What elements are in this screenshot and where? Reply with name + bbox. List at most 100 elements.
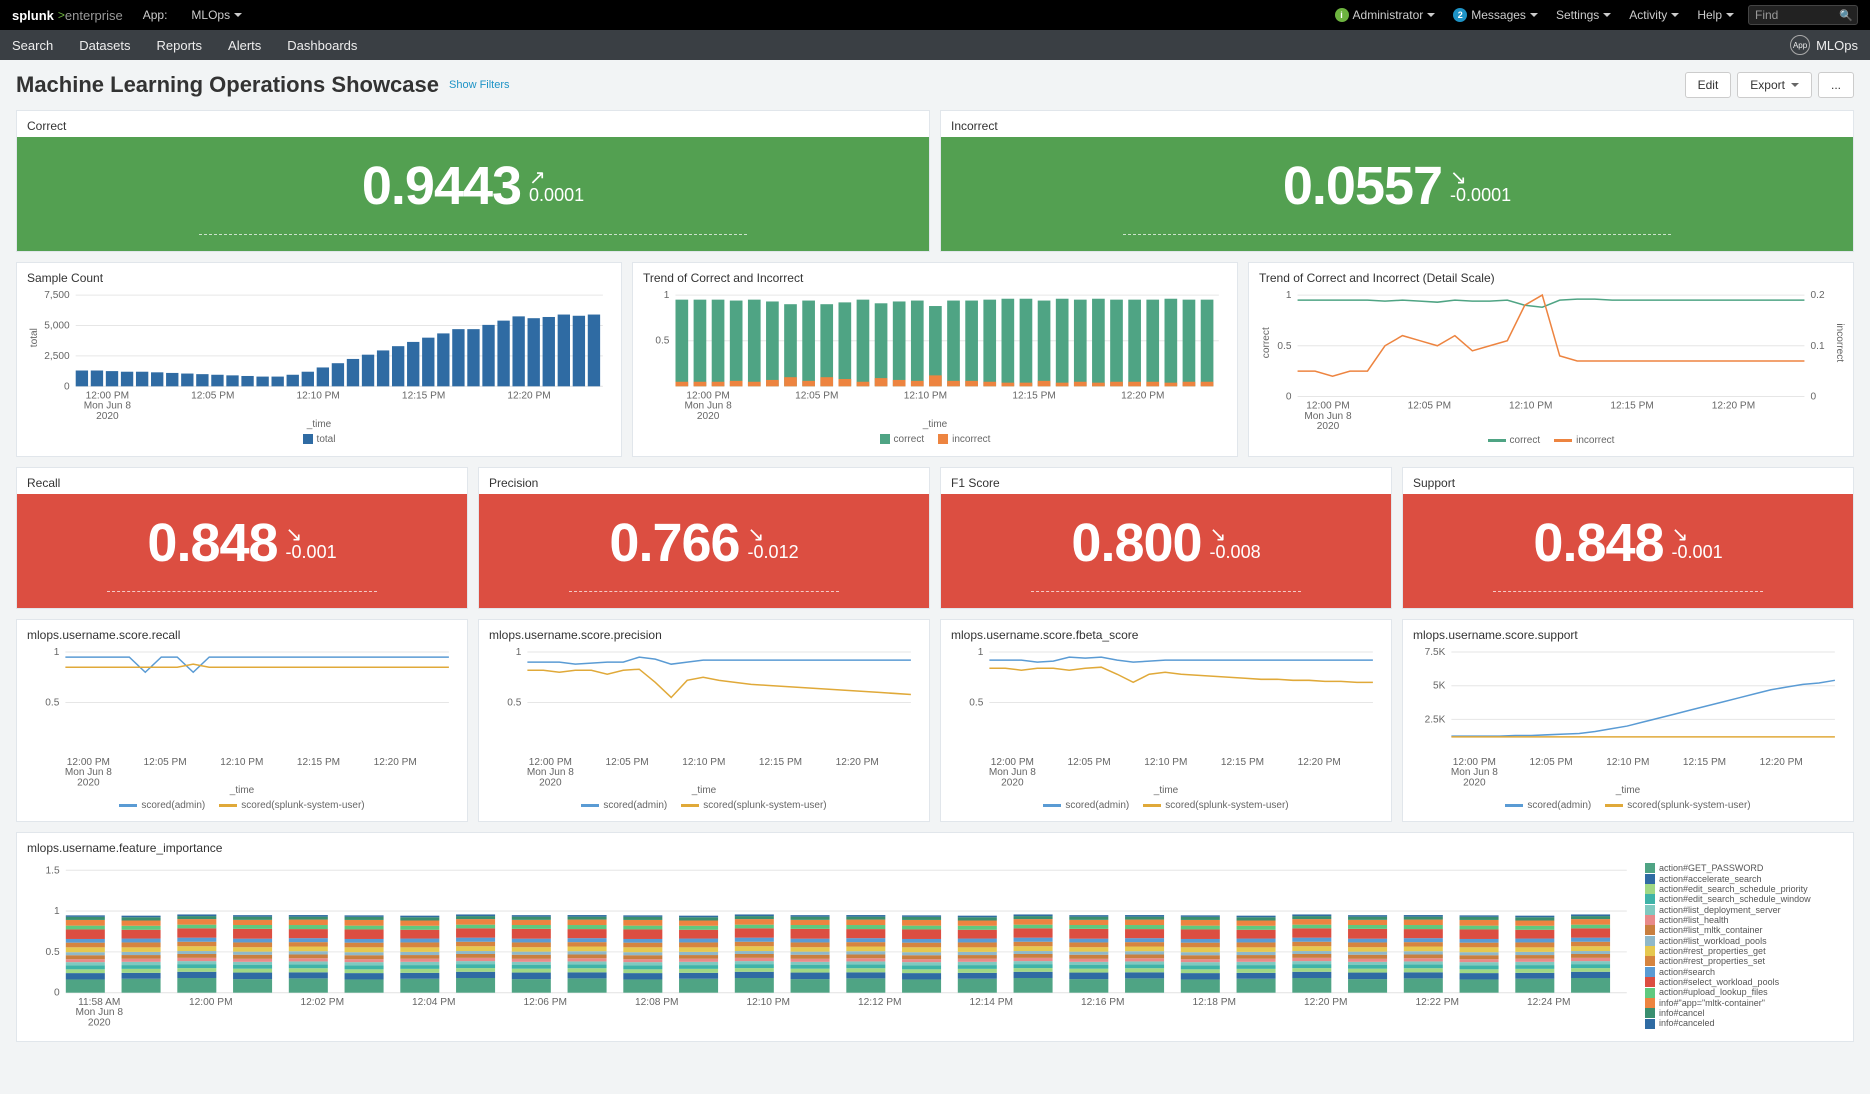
panel-title: mlops.username.score.fbeta_score <box>941 620 1391 646</box>
svg-text:0.5: 0.5 <box>45 697 59 708</box>
svg-text:5K: 5K <box>1433 681 1446 692</box>
global-topbar: splunk >enterprise App: MLOps iAdministra… <box>0 0 1870 30</box>
panel-title: mlops.username.score.precision <box>479 620 929 646</box>
svg-text:12:06 PM: 12:06 PM <box>523 997 567 1008</box>
panel-small-1: mlops.username.score.precision0.5112:00 … <box>478 619 930 822</box>
nav-datasets[interactable]: Datasets <box>79 38 130 53</box>
panel-f1: F1 Score 0.800↘-0.008 <box>940 467 1392 609</box>
settings-menu[interactable]: Settings <box>1556 8 1611 22</box>
panel-small-3: mlops.username.score.support2.5K5K7.5K12… <box>1402 619 1854 822</box>
svg-text:12:15 PM: 12:15 PM <box>1610 401 1653 412</box>
app-label: App: <box>143 8 168 22</box>
svg-text:0: 0 <box>64 381 70 392</box>
svg-text:12:15 PM: 12:15 PM <box>402 390 445 401</box>
svg-text:12:05 PM: 12:05 PM <box>1408 401 1451 412</box>
nav-dashboards[interactable]: Dashboards <box>287 38 357 53</box>
svg-text:7,500: 7,500 <box>44 290 70 301</box>
panel-small-2: mlops.username.score.fbeta_score 0.5 1 12:0… <box>940 619 1392 822</box>
app-picker[interactable]: MLOps <box>191 8 242 22</box>
svg-text:12:05 PM: 12:05 PM <box>144 757 187 768</box>
svg-text:0: 0 <box>54 988 60 999</box>
page-header: Machine Learning Operations Showcase Sho… <box>0 60 1870 110</box>
svg-text:0: 0 <box>1811 391 1817 402</box>
svg-text:12:10 PM: 12:10 PM <box>297 390 340 401</box>
panel-title: Trend of Correct and Incorrect (Detail S… <box>1249 263 1853 289</box>
activity-menu[interactable]: Activity <box>1629 8 1679 22</box>
help-menu[interactable]: Help <box>1697 8 1734 22</box>
svg-text:7.5K: 7.5K <box>1425 647 1446 658</box>
svg-text:12:05 PM: 12:05 PM <box>1068 757 1111 768</box>
svg-text:1: 1 <box>1286 290 1292 301</box>
svg-text:12:22 PM: 12:22 PM <box>1415 997 1459 1008</box>
brand-sep: > <box>58 8 65 22</box>
svg-text:2020: 2020 <box>539 777 562 787</box>
panel-title: Trend of Correct and Incorrect <box>633 263 1237 289</box>
svg-text:1: 1 <box>978 647 984 658</box>
svg-text:5,000: 5,000 <box>44 321 70 332</box>
show-filters-link[interactable]: Show Filters <box>449 79 510 91</box>
svg-text:12:10 PM: 12:10 PM <box>220 757 263 768</box>
svg-text:total: total <box>29 328 40 347</box>
svg-text:2020: 2020 <box>1463 777 1486 787</box>
svg-text:0: 0 <box>1286 391 1292 402</box>
svg-text:0.5: 0.5 <box>507 697 521 708</box>
brand-sub: enterprise <box>65 8 123 23</box>
svg-text:incorrect: incorrect <box>1834 323 1845 362</box>
app-logo-icon: App <box>1790 35 1810 55</box>
svg-text:2020: 2020 <box>88 1018 111 1029</box>
find-input[interactable]: Find🔍 <box>1748 5 1858 25</box>
panel-title: Sample Count <box>17 263 621 289</box>
svg-text:12:05 PM: 12:05 PM <box>795 390 838 401</box>
svg-text:0.1: 0.1 <box>1811 341 1825 352</box>
svg-text:12:05 PM: 12:05 PM <box>191 390 234 401</box>
feature-importance-legend: action#GET_PASSWORDaction#accelerate_sea… <box>1645 859 1845 1033</box>
brand: splunk <box>12 8 54 23</box>
admin-menu[interactable]: iAdministrator <box>1335 8 1436 22</box>
svg-text:12:08 PM: 12:08 PM <box>635 997 679 1008</box>
messages-menu[interactable]: 2Messages <box>1453 8 1538 22</box>
svg-text:12:20 PM: 12:20 PM <box>1298 757 1341 768</box>
svg-text:12:12 PM: 12:12 PM <box>858 997 902 1008</box>
svg-text:12:00 PM: 12:00 PM <box>189 997 233 1008</box>
panel-small-0: mlops.username.score.recall0.5112:00 PMM… <box>16 619 468 822</box>
svg-text:12:15 PM: 12:15 PM <box>1683 757 1726 768</box>
panel-feature-importance: mlops.username.feature_importance 00.511… <box>16 832 1854 1042</box>
svg-text:12:18 PM: 12:18 PM <box>1192 997 1236 1008</box>
svg-text:12:20 PM: 12:20 PM <box>1121 390 1164 401</box>
more-button[interactable]: ... <box>1818 72 1854 98</box>
panel-trend-bars: Trend of Correct and Incorrect 0.5112:00… <box>632 262 1238 457</box>
svg-text:0.5: 0.5 <box>969 697 983 708</box>
single-value: 0.9443 ↗0.0001 <box>17 137 929 227</box>
svg-text:12:10 PM: 12:10 PM <box>746 997 790 1008</box>
svg-text:12:10 PM: 12:10 PM <box>1606 757 1649 768</box>
svg-text:12:15 PM: 12:15 PM <box>1221 757 1264 768</box>
svg-text:2,500: 2,500 <box>44 351 70 362</box>
nav-reports[interactable]: Reports <box>157 38 203 53</box>
edit-button[interactable]: Edit <box>1685 72 1732 98</box>
svg-text:1: 1 <box>516 647 522 658</box>
nav-alerts[interactable]: Alerts <box>228 38 261 53</box>
panel-title: mlops.username.score.support <box>1403 620 1853 646</box>
export-button[interactable]: Export <box>1737 72 1812 98</box>
feature-importance-chart: 00.511.511:58 AMMon Jun 8202012:00 PM12:… <box>25 859 1637 1033</box>
sample-count-chart: 02,5005,0007,500total12:00 PMMon Jun 820… <box>25 289 613 421</box>
svg-text:12:15 PM: 12:15 PM <box>297 757 340 768</box>
svg-text:12:10 PM: 12:10 PM <box>1144 757 1187 768</box>
dashboard-body: Correct 0.9443 ↗0.0001 Incorrect 0.0557 … <box>0 110 1870 1068</box>
panel-title: Incorrect <box>941 111 1853 137</box>
svg-text:12:10 PM: 12:10 PM <box>682 757 725 768</box>
svg-text:0.5: 0.5 <box>46 947 60 958</box>
messages-badge: 2 <box>1453 8 1467 22</box>
svg-text:12:02 PM: 12:02 PM <box>300 997 344 1008</box>
nav-search[interactable]: Search <box>12 38 53 53</box>
trend-bars-chart: 0.5112:00 PMMon Jun 8202012:05 PM12:10 P… <box>641 289 1229 421</box>
svg-text:12:20 PM: 12:20 PM <box>507 390 550 401</box>
svg-text:1: 1 <box>54 647 60 658</box>
svg-text:1: 1 <box>54 906 60 917</box>
app-title: MLOps <box>1816 38 1858 53</box>
panel-title: Correct <box>17 111 929 137</box>
svg-text:12:15 PM: 12:15 PM <box>1012 390 1055 401</box>
svg-text:12:10 PM: 12:10 PM <box>1509 401 1552 412</box>
panel-correct: Correct 0.9443 ↗0.0001 <box>16 110 930 252</box>
panel-incorrect: Incorrect 0.0557 ↘-0.0001 <box>940 110 1854 252</box>
